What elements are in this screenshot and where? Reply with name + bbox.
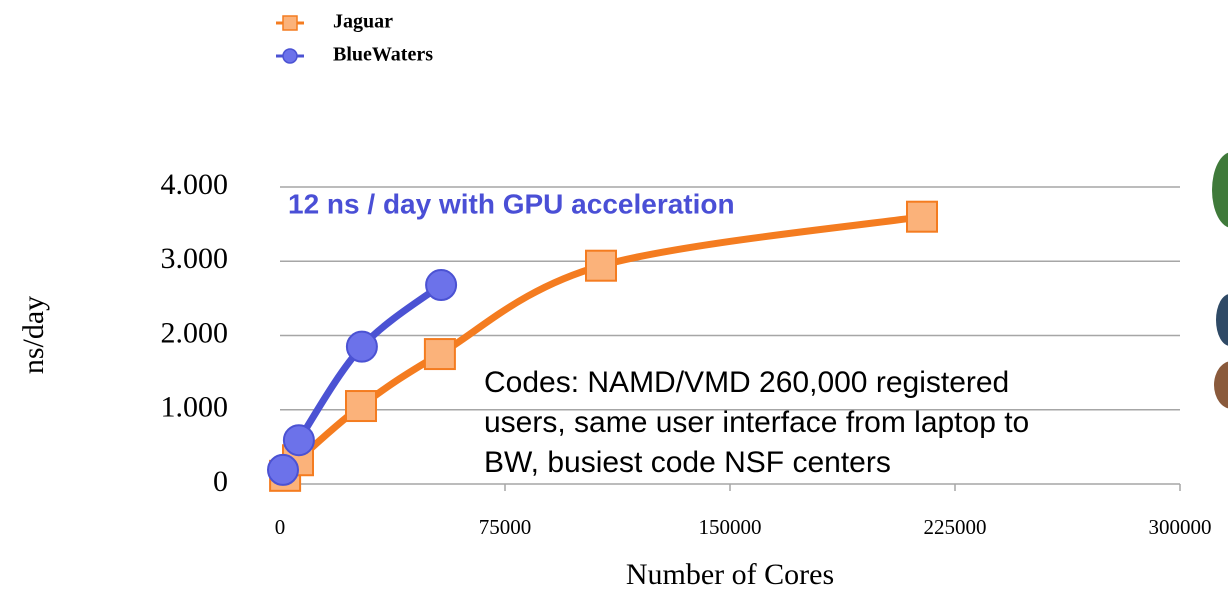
x-tick-label: 150000 [699, 515, 762, 539]
point [586, 251, 616, 281]
y-tick-label: 4.000 [161, 168, 229, 201]
x-axis-label: Number of Cores [626, 558, 834, 591]
y-tick-label: 0 [213, 465, 228, 498]
page: {"chart_data": { "type": "line", "x_labe… [0, 0, 1228, 598]
note-line: Codes: NAMD/VMD 260,000 registered [484, 366, 1009, 399]
y-tick-label: 2.000 [161, 316, 229, 349]
legend-marker [283, 16, 297, 30]
y-axis-label: ns/day [17, 296, 50, 374]
y-tick-label: 3.000 [161, 242, 229, 275]
point [268, 455, 298, 485]
legend-label: Jaguar [333, 11, 393, 33]
note-line: users, same user interface from laptop t… [484, 406, 1029, 439]
note-line: BW, busiest code NSF centers [484, 446, 891, 479]
x-tick-label: 300000 [1149, 515, 1212, 539]
point [284, 425, 314, 455]
x-tick-label: 225000 [924, 515, 987, 539]
point [346, 391, 376, 421]
legend-label: BlueWaters [333, 44, 433, 66]
point [426, 270, 456, 300]
y-tick-label: 1.000 [161, 391, 229, 424]
x-tick-label: 75000 [479, 515, 532, 539]
cropped-image [1212, 152, 1228, 409]
x-tick-label: 0 [275, 515, 286, 539]
point [347, 332, 377, 362]
point [425, 339, 455, 369]
point [907, 202, 937, 232]
legend-marker [283, 49, 297, 63]
chart: ns/day Number of Cores 12 ns / day with … [0, 0, 1228, 598]
annotation: 12 ns / day with GPU acceleration [288, 188, 735, 219]
